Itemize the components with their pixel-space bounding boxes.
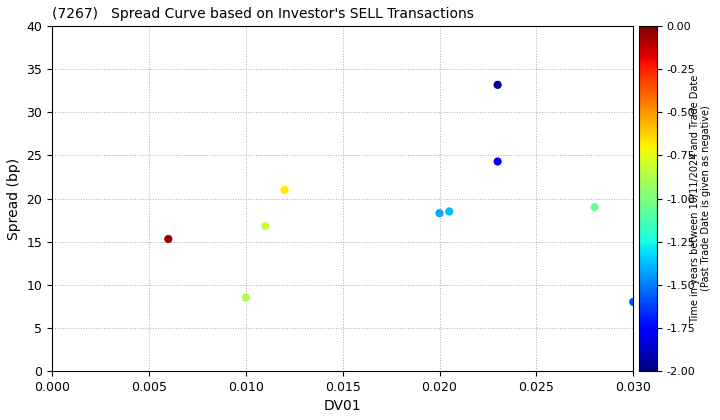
X-axis label: DV01: DV01 <box>324 399 361 413</box>
Point <box>444 208 455 215</box>
Point <box>492 81 503 88</box>
Y-axis label: Time in years between 10/11/2024 and Trade Date
(Past Trade Date is given as neg: Time in years between 10/11/2024 and Tra… <box>690 74 711 323</box>
Point <box>163 236 174 242</box>
Point <box>589 204 600 210</box>
Point <box>240 294 251 301</box>
Point <box>433 210 445 217</box>
Point <box>259 223 271 229</box>
Text: (7267)   Spread Curve based on Investor's SELL Transactions: (7267) Spread Curve based on Investor's … <box>52 7 474 21</box>
Point <box>492 158 503 165</box>
Point <box>279 186 290 193</box>
Y-axis label: Spread (bp): Spread (bp) <box>7 158 21 239</box>
Point <box>628 299 639 305</box>
